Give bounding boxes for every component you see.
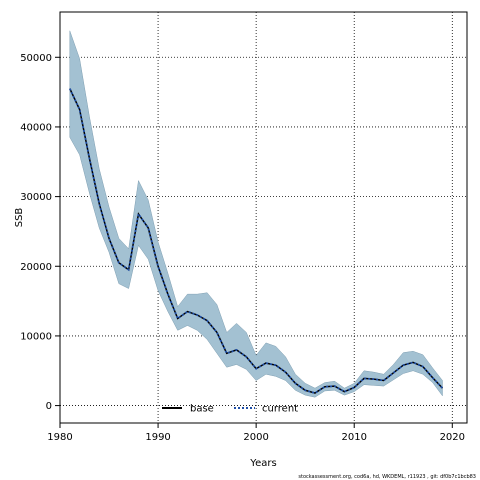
confidence-band [69, 30, 443, 398]
y-tick-label-50000: 50000 [20, 53, 52, 64]
footer-text: stockassessment.org, cod6a, hd, WKDEML, … [298, 474, 476, 480]
y-axis-ticks: 0 10000 20000 30000 40000 50000 [20, 53, 60, 412]
x-tick-label-2020: 2020 [440, 432, 465, 443]
y-axis-title: SSB [14, 208, 25, 228]
y-tick-label-0: 0 [46, 401, 52, 412]
x-tick-label-1990: 1990 [145, 432, 170, 443]
x-tick-label-1980: 1980 [47, 432, 72, 443]
x-tick-label-2010: 2010 [341, 432, 366, 443]
x-tick-label-2000: 2000 [243, 432, 268, 443]
y-tick-label-20000: 20000 [20, 262, 52, 273]
y-tick-label-30000: 30000 [20, 192, 52, 203]
x-axis-title: Years [249, 458, 276, 469]
plot-frame [59, 11, 468, 424]
y-tick-label-40000: 40000 [20, 122, 52, 133]
x-axis-ticks: 1980 1990 2000 2010 2020 [47, 423, 465, 443]
legend: base current [162, 404, 298, 415]
y-tick-label-10000: 10000 [20, 331, 52, 342]
series-line-current [68, 88, 444, 395]
legend-label-current: current [262, 404, 298, 415]
legend-label-base: base [190, 404, 214, 415]
